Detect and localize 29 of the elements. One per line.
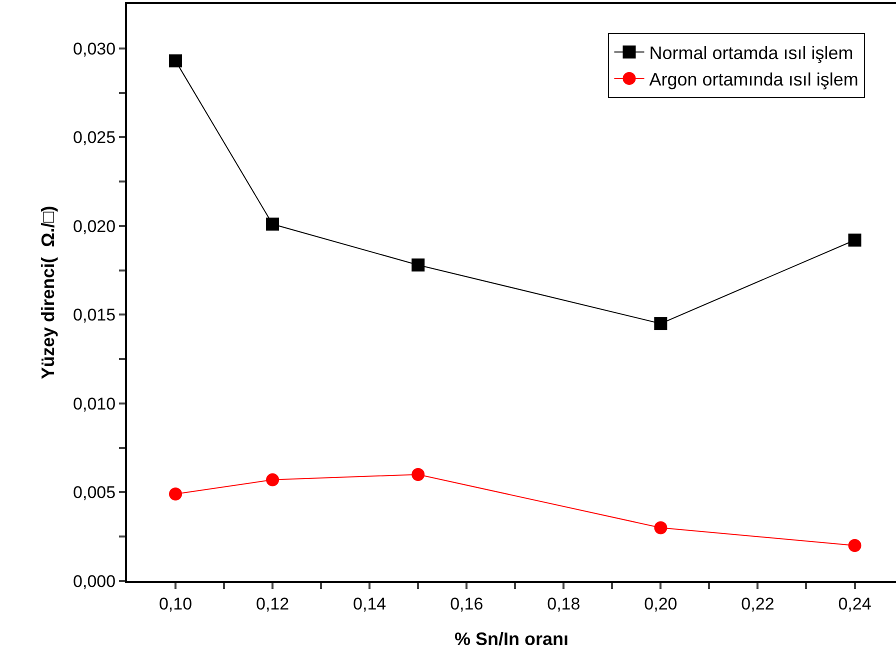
x-tick-label: 0,16 bbox=[450, 594, 484, 614]
point bbox=[412, 258, 425, 272]
y-tick-label: 0,030 bbox=[73, 39, 116, 58]
point bbox=[412, 468, 425, 481]
y-tick-label: 0,010 bbox=[73, 394, 116, 414]
y-axis-title: Yüzey direnci( Ω./□) bbox=[38, 206, 58, 380]
point bbox=[169, 488, 182, 501]
point bbox=[654, 317, 668, 330]
y-tick-label: 0,000 bbox=[73, 572, 116, 591]
point bbox=[266, 473, 280, 486]
point bbox=[169, 54, 182, 68]
point bbox=[654, 521, 668, 534]
x-tick-label: 0,10 bbox=[158, 594, 192, 614]
legend-label: Argon ortamında ısıl işlem bbox=[649, 69, 858, 90]
x-tick-label: 0,20 bbox=[644, 594, 678, 614]
y-tick-label: 0,005 bbox=[73, 483, 116, 502]
x-tick-label: 0,22 bbox=[741, 594, 774, 614]
x-axis-title: % Sn/In oranı bbox=[454, 629, 569, 649]
x-tick-label: 0,14 bbox=[353, 594, 386, 614]
x-tick-label: 0,18 bbox=[547, 594, 580, 614]
y-tick-label: 0,025 bbox=[73, 128, 116, 148]
point bbox=[266, 218, 280, 231]
point bbox=[848, 538, 862, 552]
y-tick-label: 0,020 bbox=[73, 216, 116, 236]
x-tick-label: 0,12 bbox=[256, 594, 290, 614]
y-tick-label: 0,015 bbox=[73, 306, 116, 325]
point bbox=[848, 234, 862, 247]
x-tick-label: 0,24 bbox=[838, 594, 872, 614]
legend-label: Normal ortamda ısıl işlem bbox=[649, 43, 854, 64]
